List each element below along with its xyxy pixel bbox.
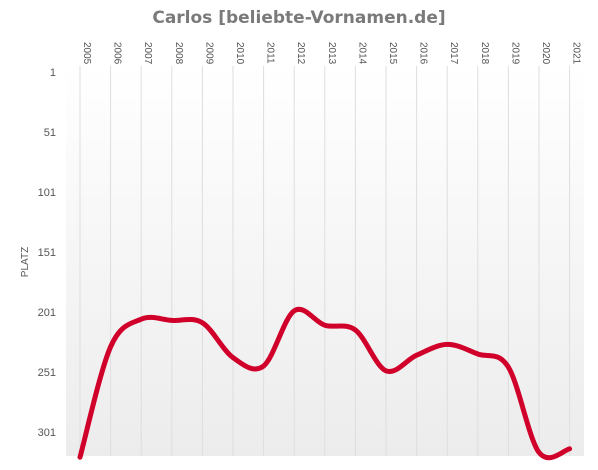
x-tick-label: 2017 xyxy=(448,42,459,65)
y-tick-label: 251 xyxy=(38,367,56,379)
x-tick-label: 2010 xyxy=(234,42,245,65)
y-tick-label: 1 xyxy=(50,67,56,79)
x-tick-label: 2021 xyxy=(571,42,582,65)
x-tick-label: 2005 xyxy=(81,42,92,65)
x-tick-label: 2008 xyxy=(173,42,184,65)
chart-title: Carlos [beliebte-Vornamen.de] xyxy=(152,8,446,28)
x-tick-label: 2019 xyxy=(509,42,520,65)
grid-lines xyxy=(79,66,571,456)
x-tick-label: 2006 xyxy=(112,42,123,65)
x-tick-label: 2020 xyxy=(540,42,551,65)
y-tick-label: 151 xyxy=(38,247,56,259)
y-tick-label: 101 xyxy=(38,187,56,199)
x-tick-label: 2014 xyxy=(356,42,367,65)
x-tick-label: 2007 xyxy=(142,42,153,65)
x-tick-label: 2009 xyxy=(203,42,214,65)
y-tick-label: 201 xyxy=(38,307,56,319)
x-tick-label: 2015 xyxy=(387,42,398,65)
series-line-carlos xyxy=(77,306,573,461)
y-axis-label: PLATZ xyxy=(20,247,31,277)
x-tick-label: 2018 xyxy=(479,42,490,65)
x-tick-label: 2011 xyxy=(265,42,276,64)
x-tick-label: 2012 xyxy=(295,42,306,65)
y-tick-label: 51 xyxy=(44,127,56,139)
x-tick-label: 2016 xyxy=(418,42,429,65)
x-tick-label: 2013 xyxy=(326,42,337,65)
y-tick-label: 301 xyxy=(38,427,56,439)
x-axis-labels: 2005 2006 2007 2008 2009 2010 2011 2012 2013 2014… xyxy=(81,42,582,65)
